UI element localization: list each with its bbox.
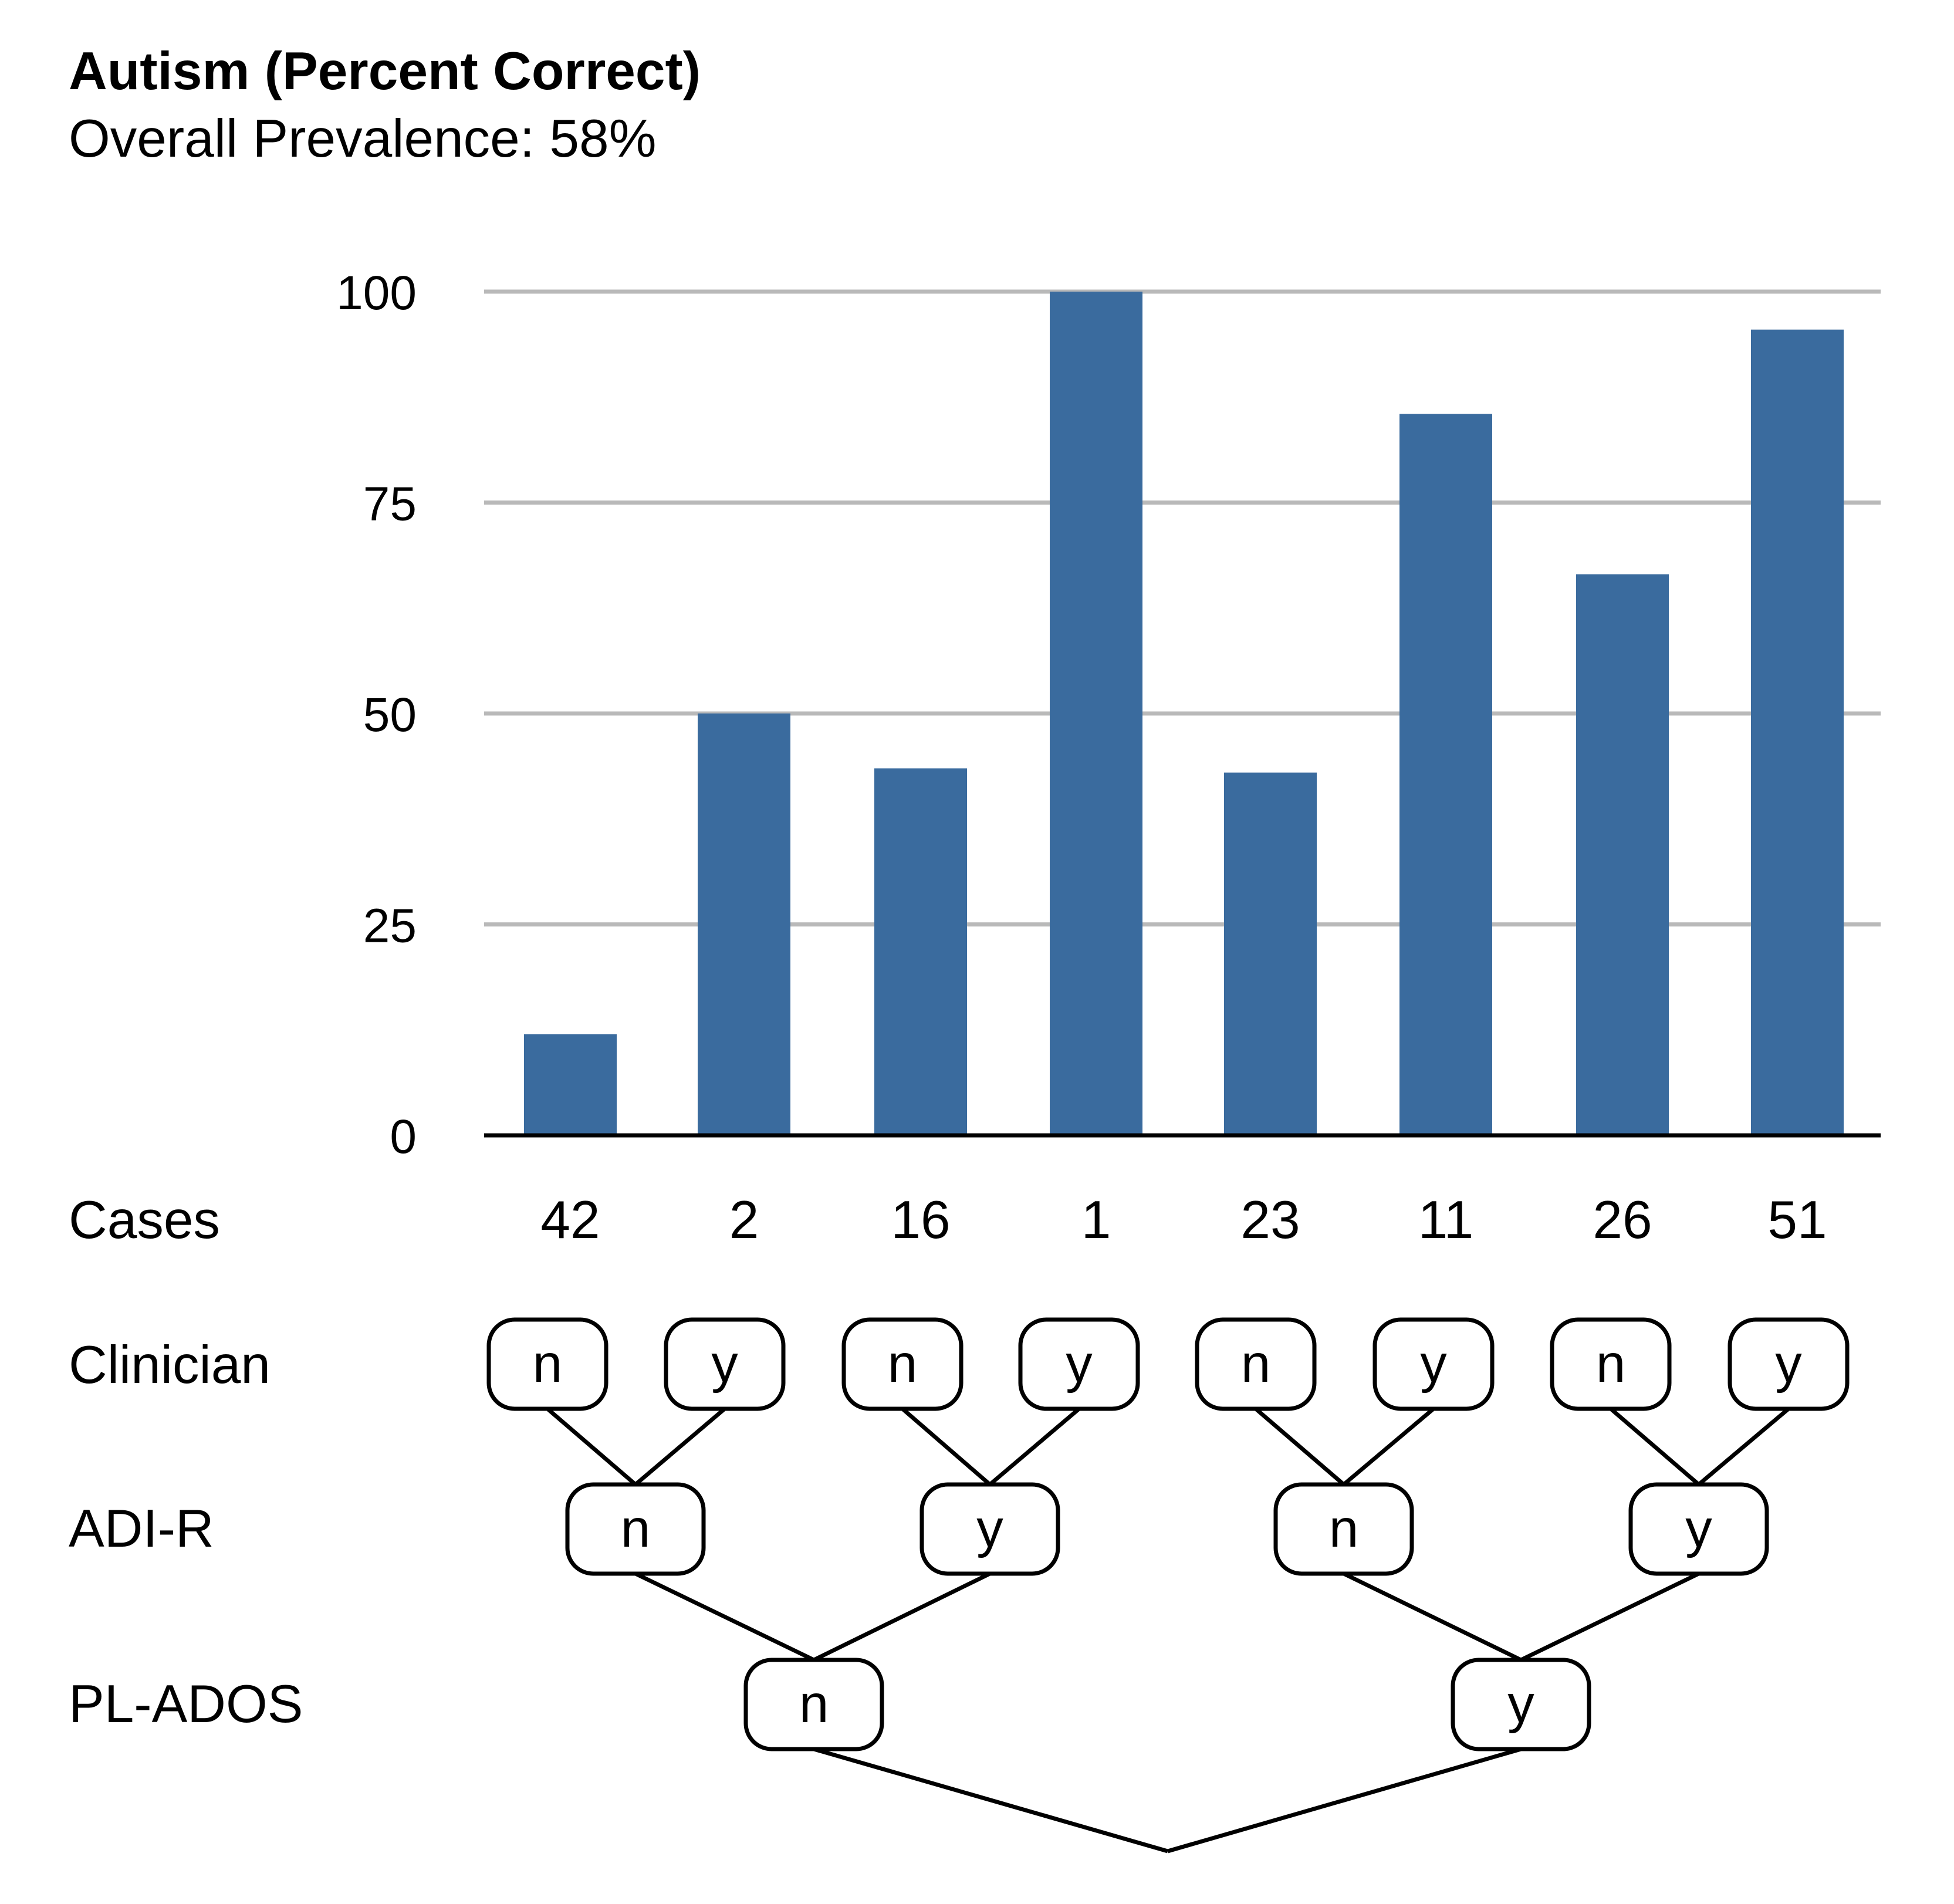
chart-subtitle: Overall Prevalence: 58% bbox=[69, 109, 657, 168]
tree-node-label: y bbox=[1775, 1334, 1802, 1394]
tree-node-box bbox=[841, 1317, 964, 1411]
tree-node-box bbox=[664, 1317, 786, 1411]
cases-label: Cases bbox=[69, 1191, 220, 1250]
plados-node: y bbox=[1451, 1658, 1591, 1751]
clinician-node: y bbox=[1018, 1317, 1140, 1411]
bar bbox=[1576, 574, 1669, 1135]
cases-value: 51 bbox=[1767, 1191, 1827, 1250]
tree-node-box bbox=[1550, 1317, 1672, 1411]
tree-connector bbox=[1343, 1571, 1522, 1662]
clinician-node: n bbox=[486, 1317, 608, 1411]
tree-node-box bbox=[1628, 1482, 1769, 1576]
cases-value: 42 bbox=[540, 1191, 600, 1250]
tree-node-label: n bbox=[533, 1334, 563, 1394]
bar bbox=[874, 768, 967, 1135]
tree-node-box bbox=[1018, 1317, 1140, 1411]
adir-node: y bbox=[1628, 1482, 1769, 1576]
y-tick-label: 100 bbox=[336, 266, 417, 320]
tree-connector bbox=[1167, 1747, 1522, 1854]
tree-connector bbox=[634, 1571, 815, 1662]
y-tick-label: 75 bbox=[363, 478, 417, 531]
clinician-node: y bbox=[1372, 1317, 1495, 1411]
tree-connector bbox=[634, 1407, 726, 1486]
tree-node-label: n bbox=[799, 1675, 829, 1734]
tree-connector bbox=[901, 1407, 992, 1486]
bar bbox=[698, 713, 790, 1135]
tree-connector bbox=[1342, 1407, 1435, 1486]
bar bbox=[1050, 292, 1142, 1135]
tree-connector bbox=[1520, 1571, 1700, 1662]
tree-connector bbox=[1254, 1407, 1346, 1486]
y-tick-label: 0 bbox=[390, 1110, 417, 1164]
clinician-node: y bbox=[664, 1317, 786, 1411]
cases-value: 2 bbox=[729, 1191, 759, 1250]
tree-node-label: y bbox=[1066, 1334, 1093, 1394]
tree-connector bbox=[813, 1747, 1168, 1854]
tree-node-label: n bbox=[1596, 1334, 1626, 1394]
clinician-node: y bbox=[1728, 1317, 1850, 1411]
tree-node-label: y bbox=[1685, 1499, 1712, 1558]
tree-node-box bbox=[565, 1482, 706, 1576]
tree-node-box bbox=[1372, 1317, 1495, 1411]
y-tick-label: 50 bbox=[363, 688, 417, 742]
chart-title: Autism (Percent Correct) bbox=[69, 42, 701, 101]
clinician-node: n bbox=[1195, 1317, 1317, 1411]
bar bbox=[1751, 329, 1844, 1136]
y-tick-label: 25 bbox=[363, 899, 417, 953]
clinician-node: n bbox=[1550, 1317, 1672, 1411]
tree-node-box bbox=[919, 1482, 1060, 1576]
tree-node-box bbox=[1451, 1658, 1591, 1751]
tree-node-box bbox=[1273, 1482, 1414, 1576]
tree-node-box bbox=[1728, 1317, 1850, 1411]
tree-node-label: y bbox=[711, 1334, 738, 1394]
cases-value: 23 bbox=[1240, 1191, 1300, 1250]
tree-connector bbox=[1609, 1407, 1701, 1486]
adir-node: y bbox=[919, 1482, 1060, 1576]
tree-node-label: y bbox=[1507, 1675, 1534, 1734]
plados-node: n bbox=[743, 1658, 884, 1751]
tree-node-label: n bbox=[1241, 1334, 1271, 1394]
cases-value: 26 bbox=[1593, 1191, 1652, 1250]
tree-node-box bbox=[486, 1317, 608, 1411]
tree-node-label: n bbox=[621, 1499, 651, 1558]
tree-node-label: y bbox=[1420, 1334, 1447, 1394]
tree-node-box bbox=[1195, 1317, 1317, 1411]
adir-node: n bbox=[1273, 1482, 1414, 1576]
tree-connector bbox=[1697, 1407, 1790, 1486]
adir-node: n bbox=[565, 1482, 706, 1576]
bar bbox=[1224, 772, 1317, 1135]
adir-label: ADI-R bbox=[69, 1499, 214, 1558]
bar bbox=[1399, 414, 1492, 1135]
tree-node-box bbox=[743, 1658, 884, 1751]
cases-value: 11 bbox=[1418, 1191, 1473, 1250]
cases-value: 1 bbox=[1081, 1191, 1111, 1250]
tree-node-label: n bbox=[1329, 1499, 1359, 1558]
cases-value: 16 bbox=[891, 1191, 950, 1250]
tree-connector bbox=[813, 1571, 991, 1662]
tree-connector bbox=[988, 1407, 1081, 1486]
clinician-node: n bbox=[841, 1317, 964, 1411]
tree-node-label: n bbox=[888, 1334, 918, 1394]
plados-label: PL-ADOS bbox=[69, 1675, 303, 1734]
clinician-label: Clinician bbox=[69, 1335, 271, 1395]
tree-connector bbox=[546, 1407, 637, 1486]
tree-node-label: y bbox=[976, 1499, 1003, 1558]
bar bbox=[524, 1034, 617, 1135]
